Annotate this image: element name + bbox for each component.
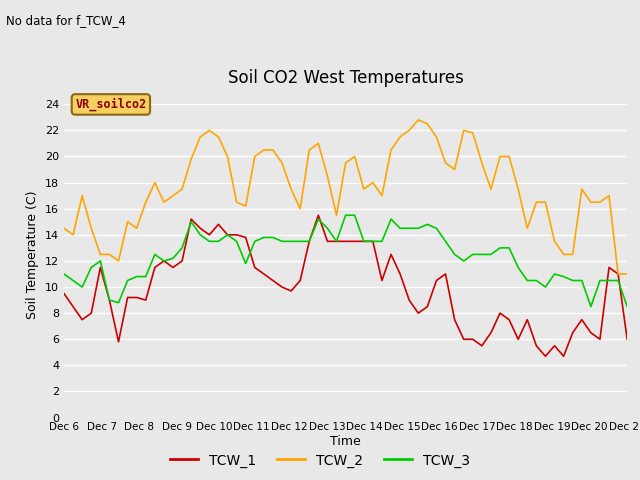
Legend: TCW_1, TCW_2, TCW_3: TCW_1, TCW_2, TCW_3 [164, 448, 476, 473]
X-axis label: Time: Time [330, 435, 361, 448]
Title: Soil CO2 West Temperatures: Soil CO2 West Temperatures [228, 69, 463, 87]
Y-axis label: Soil Temperature (C): Soil Temperature (C) [26, 190, 39, 319]
Text: VR_soilco2: VR_soilco2 [76, 98, 147, 111]
Text: No data for f_TCW_4: No data for f_TCW_4 [6, 14, 126, 27]
